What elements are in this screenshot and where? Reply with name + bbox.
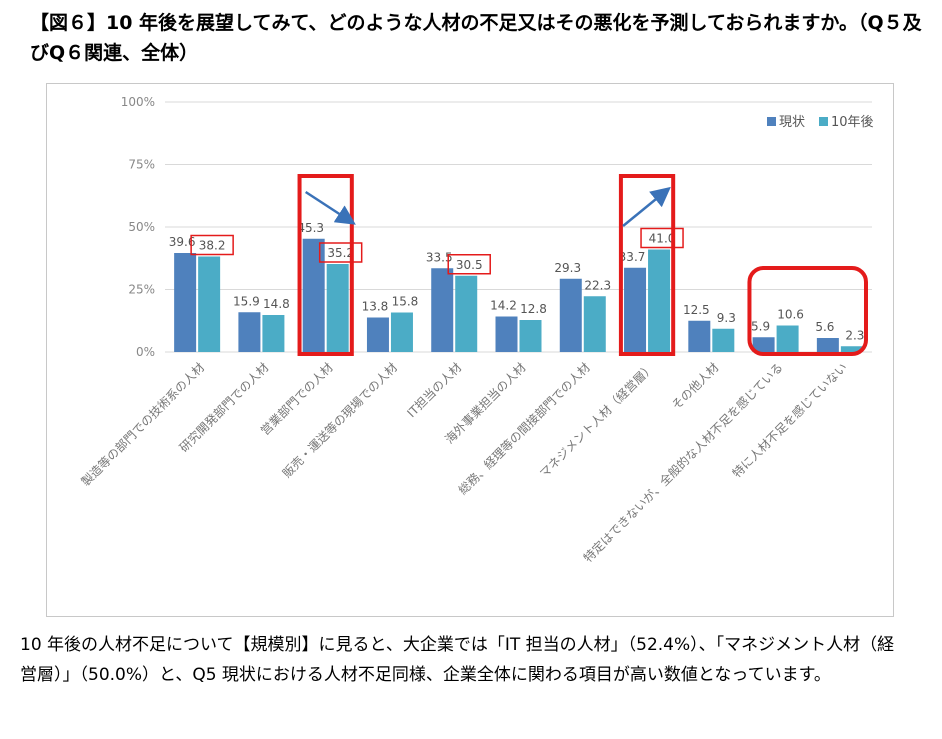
bars bbox=[174, 238, 863, 352]
legend-label-1: 現状 bbox=[779, 115, 805, 130]
bar-future-5 bbox=[455, 275, 478, 352]
label-highlight-box bbox=[318, 242, 363, 263]
bar-future-2 bbox=[262, 315, 285, 352]
label-current-5: 33.5 bbox=[426, 250, 453, 264]
label-current-8: 33.7 bbox=[619, 250, 646, 264]
bar-future-1 bbox=[198, 256, 221, 352]
label-future-3: 35.2 bbox=[327, 246, 354, 260]
bar-current-3 bbox=[302, 238, 325, 352]
bar-current-8 bbox=[624, 267, 647, 352]
category-label-1: 製造等の部門での技術系の人材 bbox=[78, 360, 207, 489]
figure-title: 【図６】10 年後を展望してみて、どのような人材の不足又はその悪化を予測しておら… bbox=[30, 12, 922, 64]
highlight-frame bbox=[297, 174, 354, 356]
legend-swatch-1 bbox=[767, 117, 776, 126]
label-future-1: 38.2 bbox=[199, 239, 226, 253]
bar-current-5 bbox=[431, 268, 454, 352]
label-current-4: 13.8 bbox=[362, 300, 389, 314]
label-future-11: 2.3 bbox=[845, 328, 864, 342]
label-future-5: 30.5 bbox=[456, 258, 483, 272]
bar-chart: 0% 25% 50% 75% 100% 39.6 38.2 15.9 14.8 45.335.2… bbox=[78, 95, 874, 566]
bar-current-9 bbox=[688, 320, 711, 352]
category-label-8: マネジメント人材（経営層） bbox=[537, 360, 657, 480]
gridlines bbox=[165, 101, 872, 353]
label-current-3: 45.3 bbox=[297, 221, 324, 235]
bar-future-11 bbox=[840, 346, 863, 352]
label-future-6: 12.8 bbox=[520, 302, 547, 316]
label-highlight-box bbox=[190, 234, 234, 256]
bar-future-8 bbox=[648, 249, 671, 352]
bar-future-6 bbox=[519, 320, 542, 352]
category-label-4: 販売・運送等の現場での人材 bbox=[279, 360, 400, 481]
label-highlight-box bbox=[447, 254, 491, 275]
category-label-7: 総務、経理等の間接部門での人材 bbox=[455, 360, 593, 498]
label-future-4: 15.8 bbox=[392, 295, 419, 309]
bar-current-2 bbox=[238, 312, 261, 352]
category-label-9: その他人材 bbox=[669, 360, 721, 412]
bar-future-9 bbox=[712, 328, 735, 352]
legend-label-2: 10年後 bbox=[831, 115, 874, 130]
label-current-9: 12.5 bbox=[683, 303, 710, 317]
category-label-11: 特に人材不足を感じていない bbox=[729, 360, 850, 481]
legend-swatch-2 bbox=[819, 117, 828, 126]
label-current-7: 29.3 bbox=[554, 261, 581, 275]
y-tick-label: 100% bbox=[121, 95, 155, 109]
label-current-1: 39.6 bbox=[169, 235, 196, 249]
highlight-frame bbox=[747, 266, 868, 356]
bar-future-3 bbox=[326, 264, 349, 352]
category-label-5: IT担当の人材 bbox=[404, 360, 464, 420]
label-current-10: 5.9 bbox=[751, 319, 770, 333]
trend-arrow-down bbox=[304, 190, 356, 225]
bar-future-4 bbox=[390, 312, 413, 352]
y-axis-ticks: 0% 25% 50% 75% 100% bbox=[121, 95, 155, 359]
category-labels: 製造等の部門での技術系の人材研究開発部門での人材営業部門での人材販売・運送等の現… bbox=[78, 360, 850, 566]
data-labels: 39.6 38.2 15.9 14.8 45.335.2 13.8 15.8 33.530.5… bbox=[169, 221, 865, 343]
highlight-frame bbox=[618, 174, 676, 356]
bar-current-6 bbox=[495, 316, 518, 352]
label-future-8: 41.0 bbox=[649, 232, 676, 246]
label-current-6: 14.2 bbox=[490, 299, 517, 313]
label-future-9: 9.3 bbox=[717, 311, 736, 325]
y-tick-label: 75% bbox=[128, 158, 155, 172]
label-highlight-box bbox=[640, 227, 684, 249]
label-future-2: 14.8 bbox=[263, 297, 290, 311]
label-current-11: 5.6 bbox=[815, 320, 834, 334]
label-future-10: 10.6 bbox=[777, 308, 804, 322]
trend-arrow-up bbox=[622, 186, 671, 227]
annotations bbox=[190, 174, 868, 356]
bar-current-1 bbox=[174, 253, 197, 352]
y-tick-label: 50% bbox=[128, 220, 155, 234]
y-tick-label: 0% bbox=[136, 345, 155, 359]
y-tick-label: 25% bbox=[128, 283, 155, 297]
chart-frame bbox=[46, 83, 894, 617]
bar-current-4 bbox=[366, 317, 389, 352]
legend: 現状 10年後 bbox=[767, 115, 874, 130]
bar-current-7 bbox=[559, 278, 582, 352]
body-paragraph: 10 年後の人材不足について【規模別】に見ると、大企業では「IT 担当の人材」（… bbox=[20, 635, 895, 685]
label-future-7: 22.3 bbox=[584, 278, 611, 292]
bar-future-10 bbox=[776, 325, 799, 352]
bar-current-11 bbox=[816, 338, 839, 352]
bar-future-7 bbox=[583, 296, 606, 352]
label-current-2: 15.9 bbox=[233, 294, 260, 308]
bar-current-10 bbox=[752, 337, 775, 352]
